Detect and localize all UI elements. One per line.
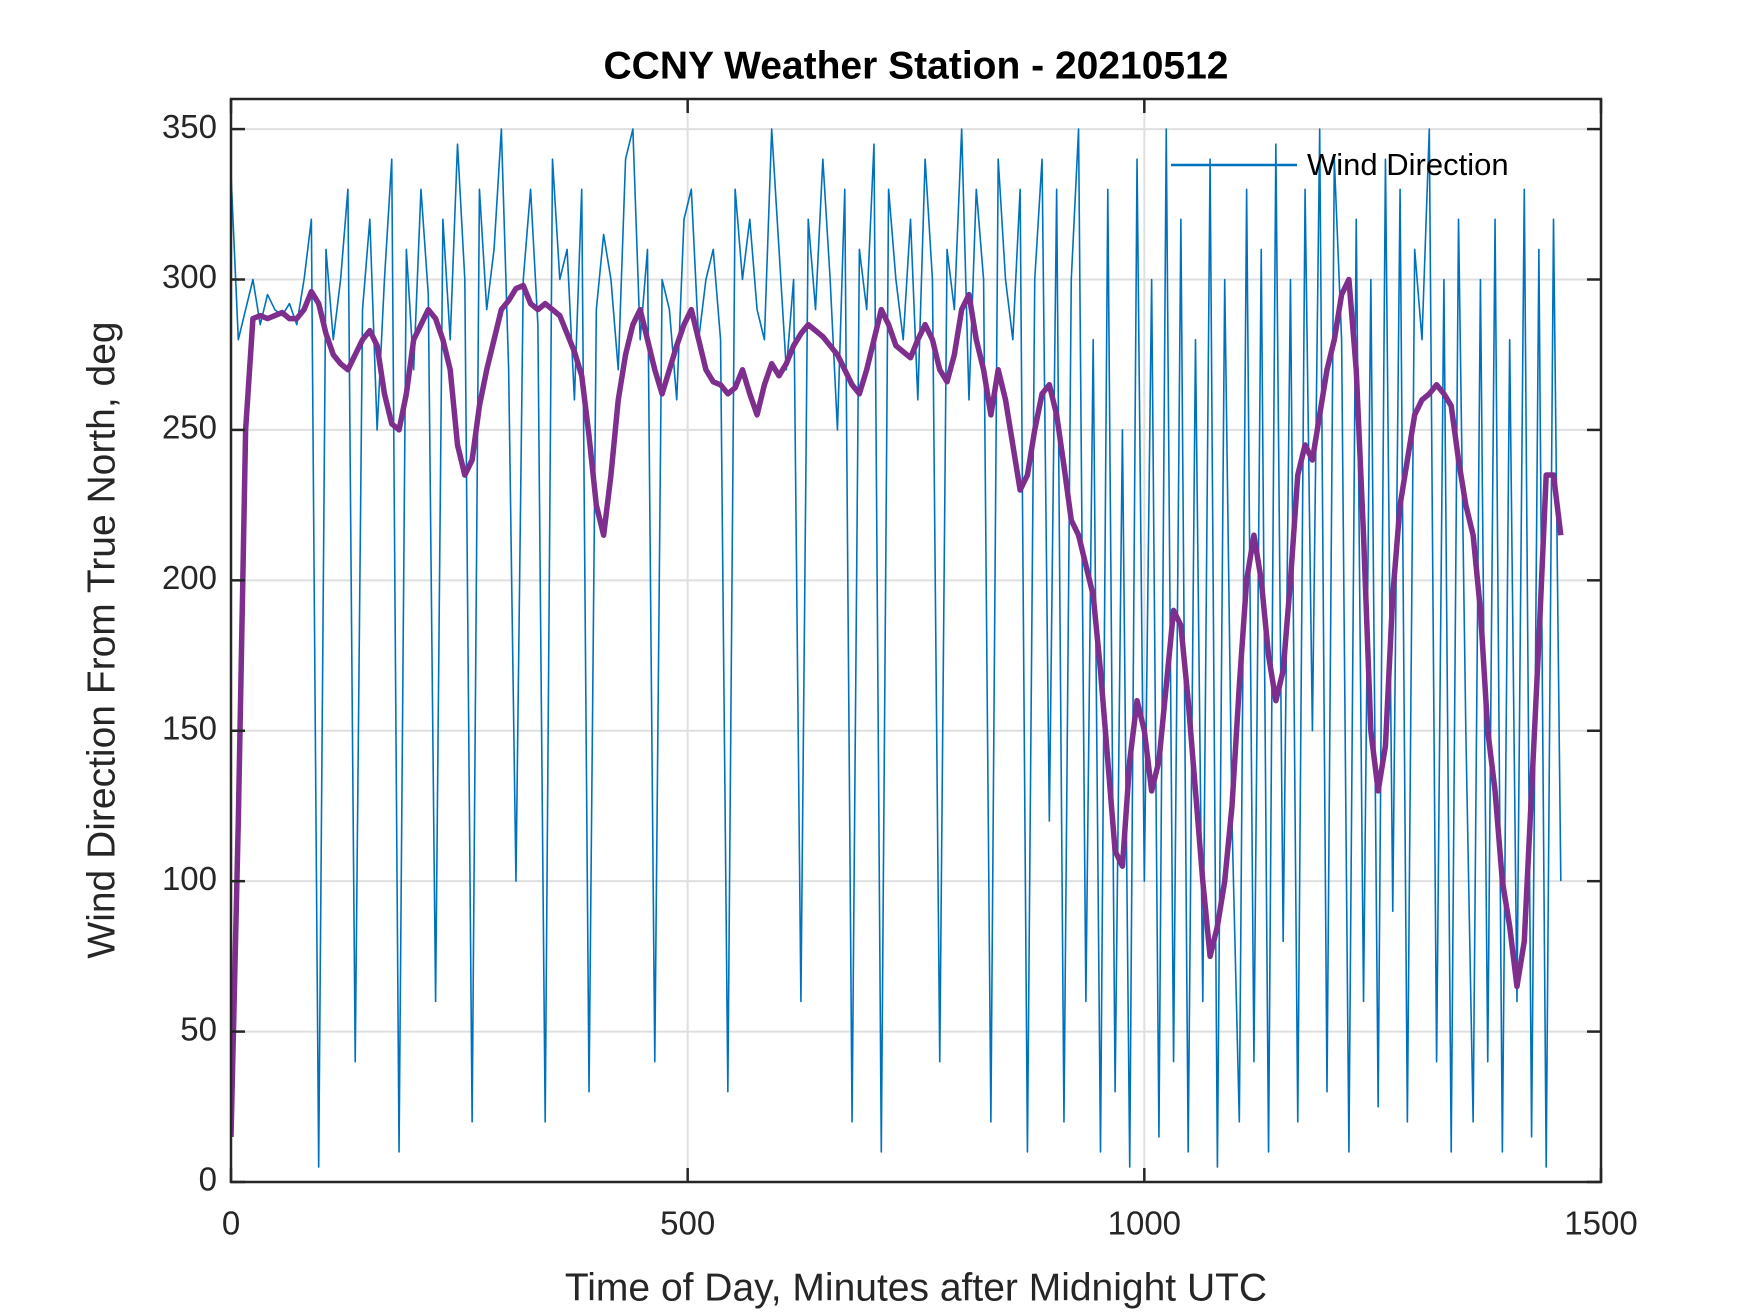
x-tick-label: 0 (222, 1205, 240, 1242)
data-line (231, 128, 1562, 1168)
y-tick-label: 100 (162, 860, 217, 897)
y-tick-label: 250 (162, 409, 217, 446)
y-tick-label: 200 (162, 559, 217, 596)
chart-title: CCNY Weather Station - 20210512 (604, 44, 1229, 87)
data-line (231, 276, 1564, 1137)
y-tick-label: 50 (180, 1010, 217, 1047)
axes-box (229, 97, 1603, 1184)
x-axis-label: Time of Day, Minutes after Midnight UTC (565, 1266, 1267, 1309)
x-tick-label: 1000 (1108, 1205, 1181, 1242)
legend-label: Wind Direction (1307, 147, 1509, 182)
y-tick-label: 350 (162, 108, 217, 145)
x-tick-label: 1500 (1564, 1205, 1637, 1242)
y-tick-label: 300 (162, 258, 217, 295)
y-axis-label: Wind Direction From True North, deg (80, 321, 123, 958)
y-tick-label: 0 (199, 1161, 217, 1198)
x-tick-label: 500 (660, 1205, 715, 1242)
y-tick-label: 150 (162, 709, 217, 746)
